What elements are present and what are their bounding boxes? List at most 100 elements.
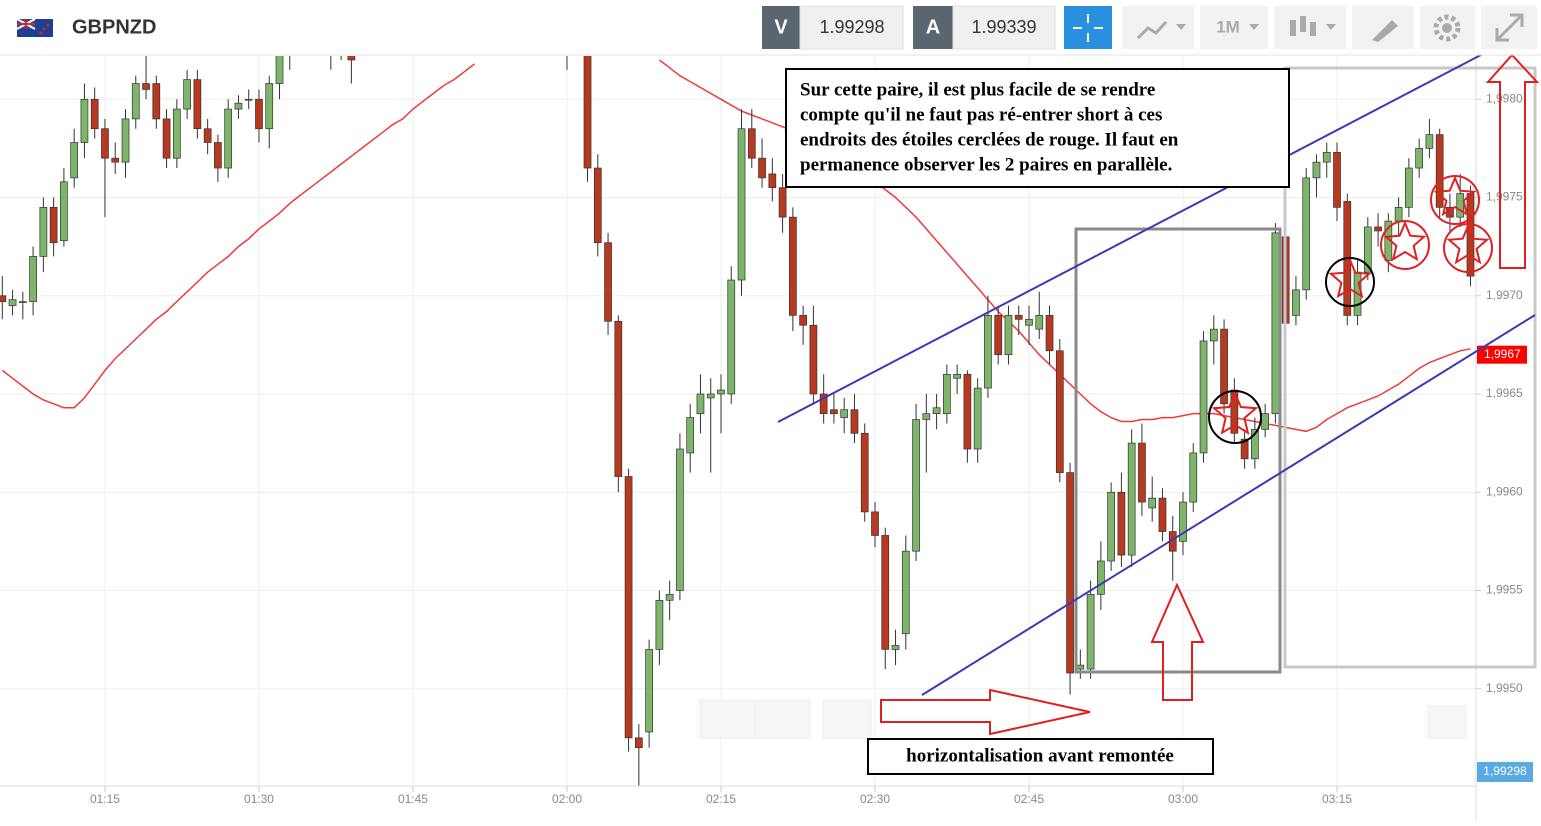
symbol: GBPNZD xyxy=(72,16,156,38)
caret xyxy=(1249,24,1259,30)
star-circle xyxy=(1208,390,1262,444)
candle-body xyxy=(850,409,859,434)
note-line: compte qu'il ne faut pas ré-entrer short… xyxy=(800,104,1162,125)
star xyxy=(1383,220,1427,262)
chart-type-button[interactable] xyxy=(1122,6,1194,49)
candle-body xyxy=(737,128,746,281)
candle-body xyxy=(727,279,736,395)
candle-body xyxy=(142,83,150,90)
candle-body xyxy=(1127,442,1136,556)
x-tick-label: 03:00 xyxy=(1168,792,1198,806)
x-tick-label: 01:45 xyxy=(398,792,428,806)
x-tick-label: 02:30 xyxy=(860,792,890,806)
candle-body xyxy=(1333,151,1341,208)
flag-icon xyxy=(16,18,53,37)
draw-button[interactable] xyxy=(1352,6,1414,49)
candle-body xyxy=(747,128,756,159)
candle-body xyxy=(18,301,27,303)
candle-body xyxy=(1097,560,1105,595)
axis-layer: 1,9950 1,9955 1,9960 1,9965 1,9970 1,9975 1,99… xyxy=(90,91,1527,806)
candle-body xyxy=(696,393,705,414)
bid-button[interactable] xyxy=(762,6,800,49)
arrow-right xyxy=(880,688,1091,736)
x-tick-label: 02:45 xyxy=(1014,792,1044,806)
candle-body xyxy=(1302,177,1311,291)
range-box xyxy=(1074,227,1282,674)
candle-body xyxy=(101,128,109,159)
star-circle xyxy=(1430,175,1480,225)
candle-body xyxy=(840,409,849,418)
candle-body xyxy=(901,550,910,635)
ask-button[interactable] xyxy=(913,6,953,49)
candle-body xyxy=(1435,134,1444,208)
x-tick-label: 01:15 xyxy=(90,792,120,806)
candle-body xyxy=(1055,350,1064,473)
x-tick-label: 02:15 xyxy=(706,792,736,806)
candle-body xyxy=(90,98,99,130)
y-tick-label: 1,9955 xyxy=(1486,583,1523,597)
candle-body xyxy=(1004,315,1013,356)
candle-body xyxy=(49,206,58,244)
timeframe-button[interactable] xyxy=(1200,6,1268,49)
crosshair-button[interactable] xyxy=(1064,6,1112,49)
candle-body xyxy=(1271,232,1280,414)
candle-body xyxy=(963,373,972,450)
candle-body xyxy=(809,324,818,395)
candle-body xyxy=(1312,161,1321,179)
candle-body xyxy=(275,56,284,84)
candle-body xyxy=(645,649,653,733)
candle-body xyxy=(1045,315,1054,352)
candle-body xyxy=(1405,167,1413,208)
x-tick-label: 02:00 xyxy=(552,792,582,806)
channel-line xyxy=(777,44,1501,423)
candle-body xyxy=(758,157,766,179)
star-annotations xyxy=(1208,175,1493,444)
note-line: Sur cette paire, il est plus facile de s… xyxy=(800,79,1155,100)
candle-body xyxy=(860,432,869,513)
candle-body xyxy=(1148,497,1157,509)
y-tick-label: 1,9980 xyxy=(1486,91,1523,105)
channel-line xyxy=(921,314,1536,696)
candle-body xyxy=(29,256,37,302)
candle-body xyxy=(70,142,79,179)
ask-box[interactable] xyxy=(952,5,1056,50)
bid-tag xyxy=(1477,762,1533,782)
candle-body xyxy=(953,373,961,379)
ask-value: 1.99339 xyxy=(971,17,1036,37)
candle-body xyxy=(1394,206,1403,222)
candle-body xyxy=(1363,226,1372,273)
candle-body xyxy=(80,98,89,143)
candle-body xyxy=(1456,193,1465,218)
candle-body xyxy=(984,315,992,389)
candle-body xyxy=(1086,594,1095,670)
candle-body xyxy=(1466,193,1475,277)
candle-body xyxy=(1189,452,1198,503)
candle-body xyxy=(203,128,212,143)
candle-body xyxy=(265,83,274,130)
expand-icon xyxy=(1495,13,1524,42)
overlay-button[interactable] xyxy=(1427,705,1467,739)
arrow-up xyxy=(1485,53,1540,269)
candle-body xyxy=(1138,442,1146,503)
candle-body xyxy=(706,393,715,399)
candle-body xyxy=(121,118,130,163)
candle-body xyxy=(39,206,48,257)
candle-body xyxy=(1066,472,1074,674)
ask-label: A xyxy=(926,16,940,38)
candle-body xyxy=(8,299,17,306)
candle-body xyxy=(60,181,68,242)
candle-body xyxy=(665,594,674,601)
timeframe: 1M xyxy=(1216,17,1240,36)
star-circle xyxy=(1443,223,1493,273)
candle-body xyxy=(604,242,612,322)
y-tick-label: 1,9965 xyxy=(1486,386,1523,400)
candle-body xyxy=(111,157,120,163)
overlay-button[interactable] xyxy=(822,699,872,739)
candle-body xyxy=(635,737,643,749)
range-box xyxy=(1283,66,1537,669)
candle-body xyxy=(224,108,233,169)
bid-box[interactable] xyxy=(799,5,904,50)
caret xyxy=(1326,24,1336,30)
star-circle xyxy=(1380,220,1430,270)
star xyxy=(1446,223,1490,265)
